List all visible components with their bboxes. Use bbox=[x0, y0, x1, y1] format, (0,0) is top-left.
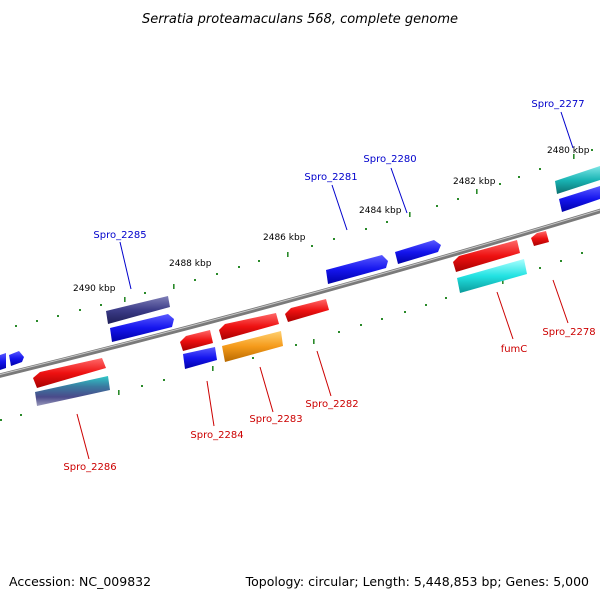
gene-spro-2283[interactable] bbox=[219, 313, 283, 362]
gene-label[interactable]: Spro_2280 bbox=[363, 154, 416, 165]
gene-label[interactable]: Spro_2278 bbox=[542, 327, 595, 338]
reverse-leader-lines bbox=[76, 279, 569, 460]
gene-spro-2284[interactable] bbox=[180, 330, 213, 351]
forward-leader-lines bbox=[119, 111, 574, 290]
gene-spro-2281[interactable] bbox=[326, 255, 388, 284]
gene-spro-2277[interactable] bbox=[555, 166, 600, 212]
kbp-tick-label: 2482 kbp bbox=[453, 177, 496, 187]
gene-spro-2282[interactable] bbox=[285, 299, 329, 322]
genome-backbone bbox=[0, 208, 600, 378]
kbp-tick-label: 2488 kbp bbox=[169, 259, 212, 269]
gene-spro-2286[interactable] bbox=[33, 358, 110, 406]
kbp-tick-label: 2480 kbp bbox=[547, 146, 590, 156]
kbp-tick-label: 2490 kbp bbox=[73, 284, 116, 294]
gene-label[interactable]: Spro_2281 bbox=[304, 172, 357, 183]
gene-spro-2280[interactable] bbox=[395, 240, 441, 264]
gene-label[interactable]: Spro_2277 bbox=[531, 99, 584, 110]
gene-label[interactable]: Spro_2284 bbox=[190, 430, 243, 441]
map-title: Serratia proteamaculans 568, complete ge… bbox=[142, 12, 458, 27]
gene-label[interactable]: Spro_2286 bbox=[63, 462, 116, 473]
kbp-tick-label: 2484 kbp bbox=[359, 206, 402, 216]
accession-text: Accession: NC_009832 bbox=[9, 574, 151, 589]
kbp-tick-label: 2486 kbp bbox=[263, 233, 306, 243]
gene-spro-2285[interactable] bbox=[106, 296, 174, 342]
gene-small-left-blue[interactable] bbox=[0, 351, 24, 370]
gene-label[interactable]: fumC bbox=[501, 344, 528, 355]
genome-summary-text: Topology: circular; Length: 5,448,853 bp… bbox=[245, 574, 589, 589]
outer-tick-track bbox=[15, 149, 593, 327]
gene-spro-2284-upper[interactable] bbox=[183, 347, 217, 369]
gene-spro-2278[interactable] bbox=[531, 231, 549, 246]
gene-fumC[interactable] bbox=[453, 240, 527, 293]
gene-label[interactable]: Spro_2285 bbox=[93, 230, 146, 241]
gene-label[interactable]: Spro_2282 bbox=[305, 399, 358, 410]
gene-label[interactable]: Spro_2283 bbox=[249, 414, 302, 425]
